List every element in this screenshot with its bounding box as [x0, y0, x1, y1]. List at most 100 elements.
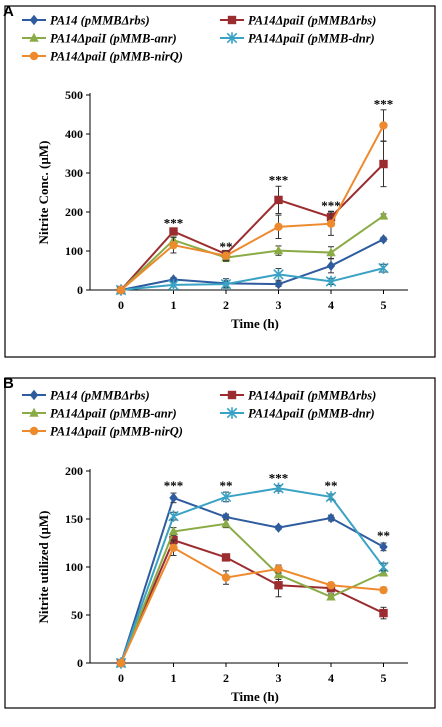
x-tick-label: 3: [276, 298, 282, 312]
legend-entry: PA14ΔpaiI (pMMBΔrbs): [220, 389, 376, 403]
legend-entry: PA14ΔpaiI (pMMB-anr): [22, 407, 177, 421]
y-tick-label: 0: [77, 283, 83, 297]
y-tick-label: 300: [65, 166, 83, 180]
legend-entry: PA14ΔpaiI (pMMB-dnr): [220, 32, 375, 46]
legend-marker: [29, 32, 39, 42]
significance-label: ***: [321, 198, 341, 213]
legend-entry: PA14ΔpaiI (pMMBΔrbs): [220, 14, 376, 28]
data-point: [169, 227, 178, 236]
y-axis-title: Nitrite utilized (µM): [36, 511, 51, 624]
chart-panel-a: A PA14 (pMMBΔrbs) PA14ΔpaiI (pMMBΔrbs) PA14…: [3, 3, 436, 358]
data-point: [379, 159, 388, 169]
legend-entry: PA14 (pMMBΔrbs): [22, 389, 150, 403]
x-tick-label: 4: [328, 671, 334, 685]
y-tick-label: 100: [65, 244, 83, 258]
x-tick-label: 5: [381, 671, 387, 685]
series-diamond: [116, 492, 388, 669]
series-star: [115, 262, 389, 296]
y-tick-label: 50: [71, 608, 83, 622]
data-point: [378, 561, 389, 573]
series-line: [120, 496, 384, 664]
data-point: [326, 260, 336, 272]
series-line: [120, 487, 385, 664]
legend-marker: [29, 407, 39, 417]
significance-label: ***: [269, 173, 289, 188]
legend-entry: PA14 (pMMBΔrbs): [22, 14, 150, 28]
x-tick-label: 0: [118, 671, 124, 685]
legend-marker: [29, 14, 39, 26]
data-point: [274, 195, 283, 205]
legend-entry: PA14ΔpaiI (pMMB-nirQ): [22, 50, 183, 64]
data-point: [116, 658, 126, 668]
significance-label: ***: [269, 471, 289, 486]
data-point: [274, 564, 283, 574]
data-point: [168, 279, 179, 291]
legend-marker: [226, 32, 238, 44]
data-point: [273, 482, 284, 494]
data-point: [378, 210, 389, 220]
legend-label: PA14ΔpaiI (pMMB-nirQ): [50, 425, 183, 439]
panel-frame: [4, 5, 436, 358]
y-tick-label: 100: [65, 560, 83, 574]
data-point: [273, 245, 284, 255]
panel-letter: B: [3, 375, 14, 392]
data-point: [325, 491, 337, 503]
significance-label: **: [220, 239, 233, 254]
data-point: [169, 492, 178, 504]
series-line: [120, 522, 384, 664]
data-point: [116, 285, 126, 295]
series-circle: [116, 109, 388, 295]
legend-marker: [226, 407, 238, 419]
chart-panel-b: B PA14 (pMMBΔrbs) PA14ΔpaiI (pMMBΔrbs) PA14…: [3, 375, 436, 709]
significance-label: ***: [164, 478, 184, 493]
data-point: [379, 234, 388, 245]
legend-marker: [227, 390, 237, 400]
x-tick-label: 2: [223, 671, 229, 685]
legend-label: PA14ΔpaiI (pMMB-anr): [50, 32, 177, 46]
x-tick-label: 4: [328, 298, 334, 312]
data-point: [274, 581, 283, 590]
data-point: [168, 526, 179, 536]
y-tick-label: 200: [65, 205, 83, 219]
data-point: [220, 278, 232, 290]
legend-label: PA14 (pMMBΔrbs): [50, 389, 150, 403]
x-tick-label: 3: [276, 671, 282, 685]
y-tick-label: 0: [77, 656, 83, 670]
series-line: [120, 163, 385, 291]
data-point: [221, 518, 231, 528]
series-line: [120, 215, 385, 291]
data-point: [379, 541, 388, 553]
series-line: [120, 267, 384, 291]
data-point: [273, 268, 284, 281]
legend-label: PA14ΔpaiI (pMMB-anr): [50, 407, 177, 421]
legend-label: PA14ΔpaiI (pMMB-dnr): [248, 407, 375, 421]
data-point: [221, 553, 231, 562]
significance-label: **: [220, 478, 233, 493]
legend-label: PA14 (pMMBΔrbs): [50, 14, 150, 28]
y-tick-label: 500: [65, 88, 83, 102]
legend-label: PA14ΔpaiI (pMMBΔrbs): [248, 14, 376, 28]
legend-marker: [29, 389, 39, 401]
x-tick-label: 2: [223, 298, 229, 312]
data-point: [274, 278, 283, 290]
x-tick-label: 1: [171, 671, 177, 685]
series-line: [120, 546, 384, 664]
significance-label: ***: [374, 97, 394, 112]
data-point: [325, 275, 337, 288]
data-point: [220, 491, 232, 503]
series-line: [120, 538, 384, 664]
panel-frame: [4, 377, 436, 709]
data-point: [274, 222, 283, 232]
legend-label: PA14ΔpaiI (pMMB-nirQ): [50, 50, 183, 64]
legend-marker: [29, 51, 39, 61]
significance-label: **: [325, 478, 338, 493]
series-line: [120, 238, 384, 291]
series-square: [116, 535, 388, 668]
significance-label: ***: [164, 216, 184, 231]
data-point: [326, 581, 336, 590]
data-point: [274, 522, 283, 533]
y-axis-title: Nitrite Conc. (µM): [36, 141, 51, 245]
series-line: [120, 124, 385, 291]
data-point: [326, 247, 336, 257]
x-axis-title: Time (h): [231, 689, 279, 704]
